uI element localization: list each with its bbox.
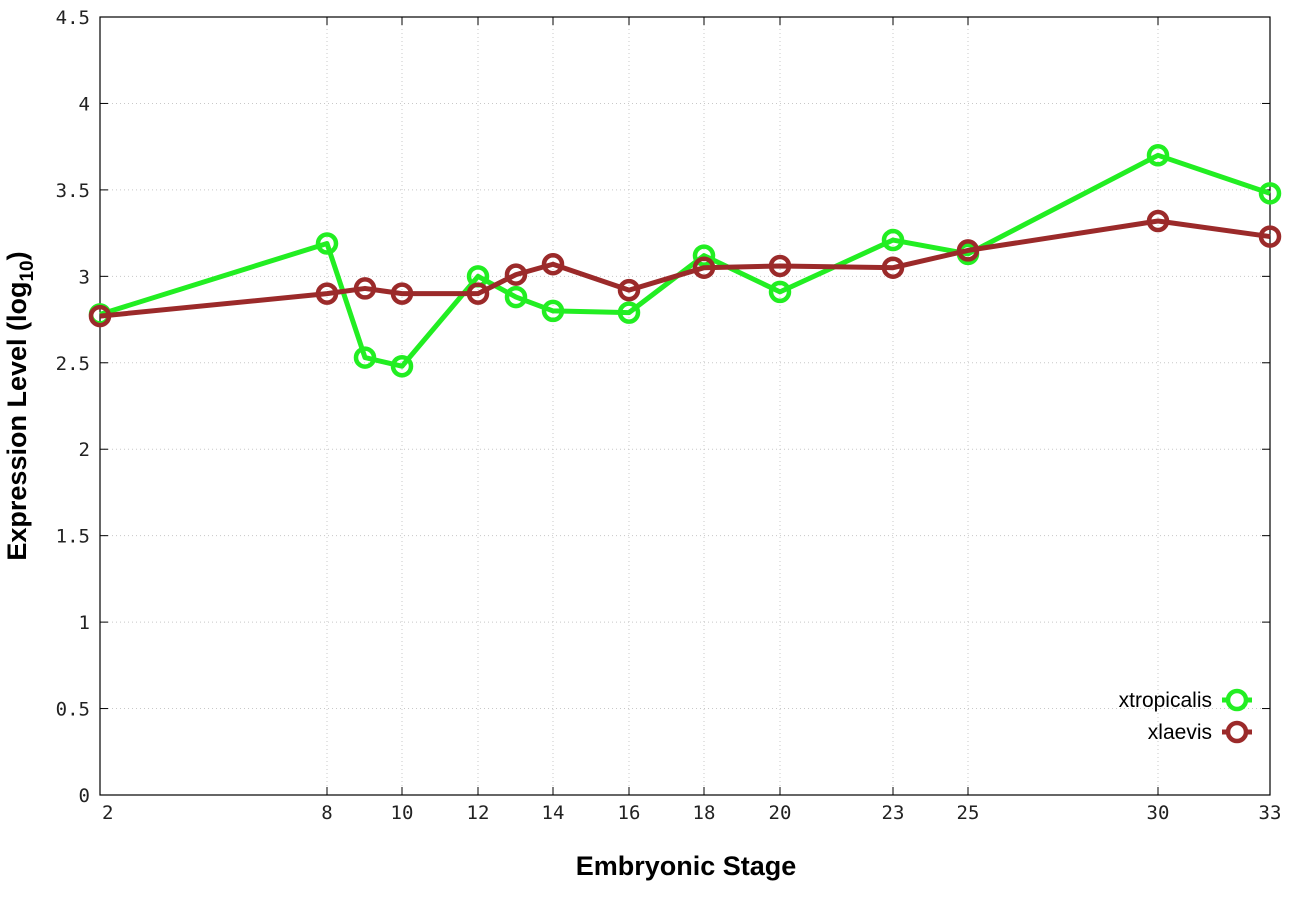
legend-item-xlaevis: xlaevis	[1148, 720, 1252, 744]
plot-frame	[99, 16, 1271, 796]
data-point-xtropicalis	[881, 228, 905, 252]
y-tick-label: 0.5	[56, 699, 90, 721]
x-tick-label: 2	[102, 802, 113, 824]
y-tick-label: 0	[79, 785, 90, 807]
x-axis-title: Embryonic Stage	[576, 851, 797, 881]
y-tick-label: 1	[79, 612, 90, 634]
x-tick-label: 33	[1259, 802, 1282, 824]
data-point-xlaevis	[353, 277, 377, 300]
y-tick-label: 1.5	[56, 526, 90, 548]
tick-layer: 0 0.5 1 1.5 2 2.5 3 3.5 4 4.5 2 8 10 12 14 16 18 20 23 25 30…	[56, 7, 1282, 824]
data-point-xlaevis	[541, 252, 565, 276]
data-point-xlaevis	[768, 254, 792, 278]
data-point-xlaevis	[390, 282, 414, 305]
series-line-xtropicalis	[99, 152, 1271, 369]
x-tick-label: 10	[391, 802, 414, 824]
data-point-xlaevis	[617, 278, 641, 302]
data-point-xtropicalis	[617, 301, 641, 324]
data-point-xtropicalis	[768, 280, 792, 304]
x-tick-label: 30	[1147, 802, 1170, 824]
y-axis-title-main: Expression Level (log	[2, 282, 32, 561]
data-point-xlaevis	[504, 263, 528, 286]
data-point-xlaevis	[1258, 225, 1282, 248]
series-line-xlaevis	[99, 218, 1271, 319]
data-point-xtropicalis	[1258, 182, 1282, 205]
data-point-xlaevis	[466, 282, 490, 305]
data-point-xlaevis	[315, 282, 339, 305]
legend-label: xtropicalis	[1119, 689, 1212, 712]
data-point-xlaevis	[692, 256, 716, 279]
x-tick-label: 8	[321, 802, 332, 824]
legend-item-xtropicalis: xtropicalis	[1119, 688, 1252, 712]
x-tick-label: 18	[693, 802, 716, 824]
y-tick-label: 4.5	[56, 7, 90, 29]
data-point-xtropicalis	[504, 285, 528, 309]
y-tick-label: 3	[79, 266, 90, 288]
data-point-xtropicalis	[315, 232, 339, 255]
legend-swatch-marker	[1225, 720, 1249, 744]
data-point-xtropicalis	[390, 354, 414, 378]
data-point-xtropicalis	[541, 299, 565, 323]
x-tick-label: 23	[882, 802, 905, 824]
data-point-xlaevis	[881, 256, 905, 279]
grid-layer	[100, 17, 1270, 795]
x-tick-label: 12	[467, 802, 490, 824]
data-point-xlaevis	[956, 239, 980, 262]
x-tick-label: 16	[618, 802, 641, 824]
y-tick-label: 2	[79, 439, 90, 461]
series-xtropicalis	[88, 144, 1282, 378]
y-axis-title: Expression Level (log10)	[2, 251, 38, 560]
x-tick-label: 14	[542, 802, 565, 824]
y-tick-label: 3.5	[56, 180, 90, 202]
data-point-xtropicalis	[692, 244, 716, 267]
x-tick-label: 20	[769, 802, 792, 824]
legend: xtropicalis xlaevis	[1119, 688, 1252, 744]
data-point-xlaevis	[88, 304, 112, 328]
x-tick-label: 25	[957, 802, 980, 824]
y-axis-title-subscript: 10	[17, 260, 38, 281]
y-axis-title-close: )	[2, 251, 32, 260]
y-tick-label: 2.5	[56, 353, 90, 375]
data-point-xtropicalis	[353, 346, 377, 369]
legend-label: xlaevis	[1148, 721, 1212, 744]
legend-swatch-marker	[1225, 688, 1249, 712]
series-layer	[88, 144, 1282, 378]
y-tick-label: 4	[79, 93, 90, 115]
data-point-xlaevis	[1146, 209, 1170, 233]
series-xlaevis	[88, 209, 1282, 328]
data-point-xtropicalis	[1146, 144, 1170, 167]
